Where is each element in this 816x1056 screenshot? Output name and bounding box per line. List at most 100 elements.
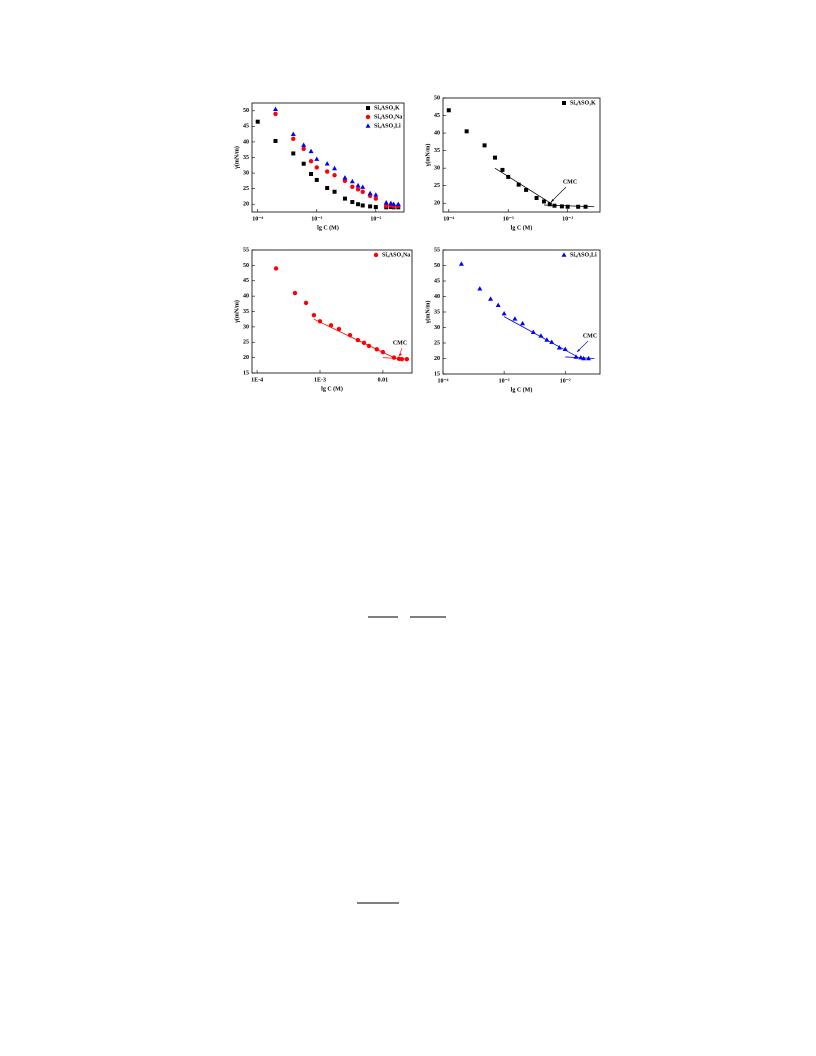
point — [578, 354, 584, 360]
point — [373, 192, 379, 197]
y-tick-label: 30 — [243, 170, 249, 176]
point — [576, 204, 581, 209]
point — [549, 339, 555, 344]
point — [530, 329, 536, 334]
point — [500, 167, 505, 172]
point — [314, 156, 320, 161]
point — [373, 196, 379, 201]
fit-line — [494, 167, 550, 203]
point — [325, 186, 330, 191]
y-tick-label: 40 — [243, 139, 249, 145]
point — [367, 190, 373, 196]
point — [349, 178, 355, 184]
x-tick-label: 10⁻³ — [503, 216, 514, 222]
y-axis-label: γ(mN/m) — [424, 301, 431, 325]
x-tick-label: 10⁻² — [560, 378, 571, 384]
point — [547, 202, 552, 207]
point — [350, 184, 355, 189]
y-tick-label: 25 — [434, 183, 440, 189]
point — [361, 340, 367, 346]
y-tick-label: 25 — [434, 340, 440, 346]
point — [328, 323, 334, 328]
point — [477, 286, 483, 291]
annotation: CMC — [563, 179, 577, 185]
y-tick-label: 50 — [434, 263, 440, 269]
point — [565, 204, 570, 209]
y-tick-label: 15 — [243, 370, 249, 376]
plot-frame — [442, 97, 601, 213]
point — [541, 199, 546, 204]
y-axis-label: γ(mN/m) — [233, 300, 240, 324]
x-axis-label: lg C (M) — [317, 224, 339, 231]
point — [342, 178, 348, 184]
point — [273, 138, 278, 143]
y-tick-label: 35 — [434, 148, 440, 154]
y-axis-label: γ(mN/m) — [424, 144, 431, 168]
legend-label: Si₄ASO₃K — [374, 105, 400, 111]
point — [355, 187, 361, 192]
y-tick-label: 20 — [434, 201, 440, 207]
y-tick-label: 35 — [243, 155, 249, 161]
x-tick-label: 10⁻³ — [499, 378, 510, 384]
point — [388, 200, 394, 206]
point — [356, 202, 361, 207]
y-tick-label: 40 — [243, 294, 249, 300]
point — [324, 161, 330, 166]
legend-marker — [366, 106, 370, 110]
point — [309, 172, 314, 177]
point — [482, 143, 487, 148]
point — [446, 108, 451, 113]
point — [493, 155, 498, 160]
x-tick-label: 1E-4 — [251, 377, 263, 383]
y-tick-label: 45 — [243, 278, 249, 284]
y-tick-label: 45 — [243, 124, 249, 130]
y-tick-label: 30 — [243, 324, 249, 330]
y-tick-label: 30 — [434, 166, 440, 172]
arrow-head — [577, 349, 580, 352]
point — [360, 203, 365, 208]
x-axis-label: lg C (M) — [321, 385, 343, 392]
point — [292, 290, 298, 296]
legend-label: Si₄ASO₃Na — [382, 252, 410, 258]
point — [583, 204, 588, 209]
legend-marker — [365, 123, 371, 128]
point — [399, 356, 405, 362]
x-tick-label: 10⁻² — [370, 216, 381, 222]
y-tick-label: 45 — [434, 113, 440, 119]
legend-label: Si₄ASO₃K — [570, 100, 596, 106]
y-tick-label: 40 — [434, 294, 440, 300]
point — [308, 148, 314, 154]
y-tick-label: 35 — [243, 309, 249, 315]
point — [360, 189, 365, 194]
y-axis-label: γ(mN/m) — [233, 146, 240, 170]
x-tick-label: 10⁻² — [562, 216, 573, 222]
point — [516, 182, 521, 187]
point — [464, 129, 469, 134]
point — [501, 310, 507, 316]
point — [368, 204, 373, 209]
point — [506, 174, 511, 179]
point — [314, 177, 319, 182]
point — [291, 151, 296, 156]
y-tick-label: 55 — [434, 247, 440, 253]
point — [332, 173, 337, 178]
x-tick-label: 0.01 — [378, 377, 389, 383]
point — [273, 111, 278, 117]
point — [355, 337, 361, 343]
x-axis-label: lg C (M) — [511, 386, 533, 393]
point — [308, 159, 314, 164]
y-tick-label: 25 — [243, 186, 249, 192]
point — [273, 266, 279, 271]
annotation-arrow — [398, 347, 403, 357]
point — [380, 349, 386, 355]
point — [586, 355, 592, 361]
point — [374, 347, 380, 352]
point — [373, 205, 378, 210]
point — [342, 196, 347, 201]
x-tick-label: 10⁻⁴ — [438, 378, 449, 384]
point — [391, 201, 397, 207]
legend-marker — [373, 252, 379, 258]
y-tick-label: 20 — [434, 356, 440, 362]
legend-marker — [562, 101, 566, 105]
